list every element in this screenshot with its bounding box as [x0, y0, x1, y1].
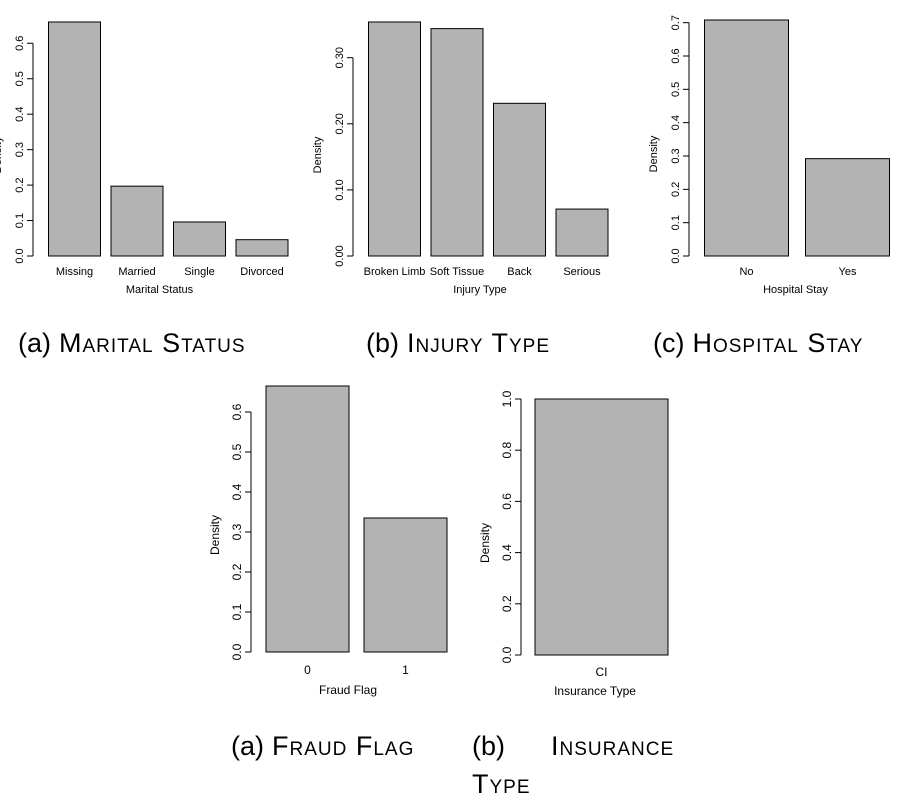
hospital-stay-chart: No Yes 0.0 0.1 0.2 0.3 0.4 0.5 0.6 0.7 Hospital St…: [648, 15, 890, 296]
y-tick-label: 0.8: [500, 442, 514, 459]
y-tick-label: 0.4: [230, 483, 244, 500]
y-tick-label: 0.5: [14, 71, 26, 86]
bar-broken-limb: [368, 21, 421, 257]
bar-divorced: [235, 239, 289, 257]
caption-text: Marital Status: [59, 328, 246, 358]
y-tick-label: 1.0: [500, 390, 514, 407]
caption-text: Fraud Flag: [272, 731, 415, 761]
y-tick-label: 0.4: [670, 115, 682, 130]
caption-label: (c): [653, 328, 685, 358]
y-tick-label: 0.3: [670, 148, 682, 163]
y-tick-label: 0.2: [230, 563, 244, 580]
y-tick-label: 0.30: [334, 47, 346, 68]
y-axis-label: Density: [312, 136, 324, 173]
bar-single: [173, 221, 226, 257]
y-tick-label: 0.20: [334, 113, 346, 134]
caption-label: (a): [18, 328, 51, 358]
bar-1: [363, 517, 448, 653]
x-tick-label: 1: [402, 663, 409, 677]
x-axis-label: Injury Type: [453, 284, 507, 296]
caption-injury-type: (b) Injury Type: [366, 330, 550, 357]
bar-yes: [805, 158, 890, 257]
x-tick-label: No: [739, 266, 753, 278]
y-tick-label: 0.3: [230, 523, 244, 540]
x-tick-label: Divorced: [240, 266, 283, 278]
y-tick-label: 0.4: [500, 544, 514, 561]
x-axis-label: Insurance Type: [554, 684, 636, 698]
y-tick-label: 0.5: [230, 443, 244, 460]
caption-insurance-type: (b) Insurance Type: [472, 727, 692, 803]
x-tick-label: Broken Limb: [364, 266, 426, 278]
y-tick-label: 0.7: [670, 15, 682, 30]
y-tick-label: 0.6: [500, 493, 514, 510]
x-tick-label: Soft Tissue: [430, 266, 484, 278]
caption-text: Injury Type: [407, 328, 551, 358]
y-axis-label: Density: [208, 515, 222, 555]
y-tick-label: 0.6: [670, 48, 682, 63]
bar-married: [110, 185, 164, 257]
x-tick-label: Serious: [563, 266, 601, 278]
fraud-flag-chart: 0 1 0.0 0.1 0.2 0.3 0.4 0.5 0.6 Fraud Flag Density: [208, 385, 448, 697]
y-tick-label: 0.6: [14, 36, 26, 51]
x-tick-label: Married: [118, 266, 155, 278]
bar-soft-tissue: [430, 28, 484, 257]
y-tick-label: 0.2: [500, 595, 514, 612]
y-tick-label: 0.2: [14, 177, 26, 192]
x-tick-label: CI: [596, 665, 608, 679]
y-axis-label: Density: [0, 136, 4, 173]
y-tick-label: 0.10: [334, 179, 346, 200]
x-tick-label: Back: [507, 266, 532, 278]
y-tick-label: 0.0: [670, 248, 682, 263]
x-axis-label: Fraud Flag: [319, 683, 377, 697]
y-tick-label: 0.0: [500, 646, 514, 663]
caption-label: (a): [231, 731, 264, 761]
y-tick-label: 0.1: [670, 215, 682, 230]
x-tick-label: 0: [304, 663, 311, 677]
x-tick-label: Missing: [56, 266, 93, 278]
y-tick-label: 0.0: [230, 643, 244, 660]
y-axis-label: Density: [648, 135, 660, 172]
caption-text: Insurance Type: [472, 731, 675, 799]
injury-type-chart: Broken Limb Soft Tissue Back Serious 0.00 0.1…: [312, 21, 609, 296]
caption-marital-status: (a) Marital Status: [18, 330, 246, 357]
x-tick-label: Single: [184, 266, 215, 278]
y-tick-label: 0.3: [14, 142, 26, 157]
bar-0: [265, 385, 350, 653]
x-axis-label: Hospital Stay: [763, 284, 828, 296]
x-tick-label: Yes: [839, 266, 857, 278]
caption-text: Hospital Stay: [692, 328, 864, 358]
bar-no: [704, 19, 789, 257]
y-tick-label: 0.00: [334, 245, 346, 266]
y-axis-label: Density: [478, 523, 492, 563]
y-tick-label: 0.6: [230, 403, 244, 420]
caption-label: (b): [472, 731, 505, 761]
insurance-type-chart: CI 0.0 0.2 0.4 0.6 0.8 1.0 Insurance Type Densit…: [478, 390, 669, 698]
y-tick-label: 0.1: [14, 213, 26, 228]
y-tick-label: 0.4: [14, 107, 26, 122]
caption-label: (b): [366, 328, 399, 358]
marital-status-chart: Missing Married Single Divorced 0.0 0.1 0.2 0.3…: [0, 21, 289, 296]
caption-fraud-flag: (a) Fraud Flag: [231, 733, 414, 760]
y-tick-label: 0.1: [230, 603, 244, 620]
y-tick-label: 0.2: [670, 182, 682, 197]
x-axis-label: Marital Status: [126, 284, 194, 296]
y-tick-label: 0.0: [14, 248, 26, 263]
bar-back: [493, 102, 546, 257]
bar-ci: [534, 398, 669, 656]
bar-missing: [48, 21, 101, 257]
caption-hospital-stay: (c) Hospital Stay: [653, 330, 863, 357]
y-tick-label: 0.5: [670, 82, 682, 97]
bar-serious: [555, 208, 609, 257]
